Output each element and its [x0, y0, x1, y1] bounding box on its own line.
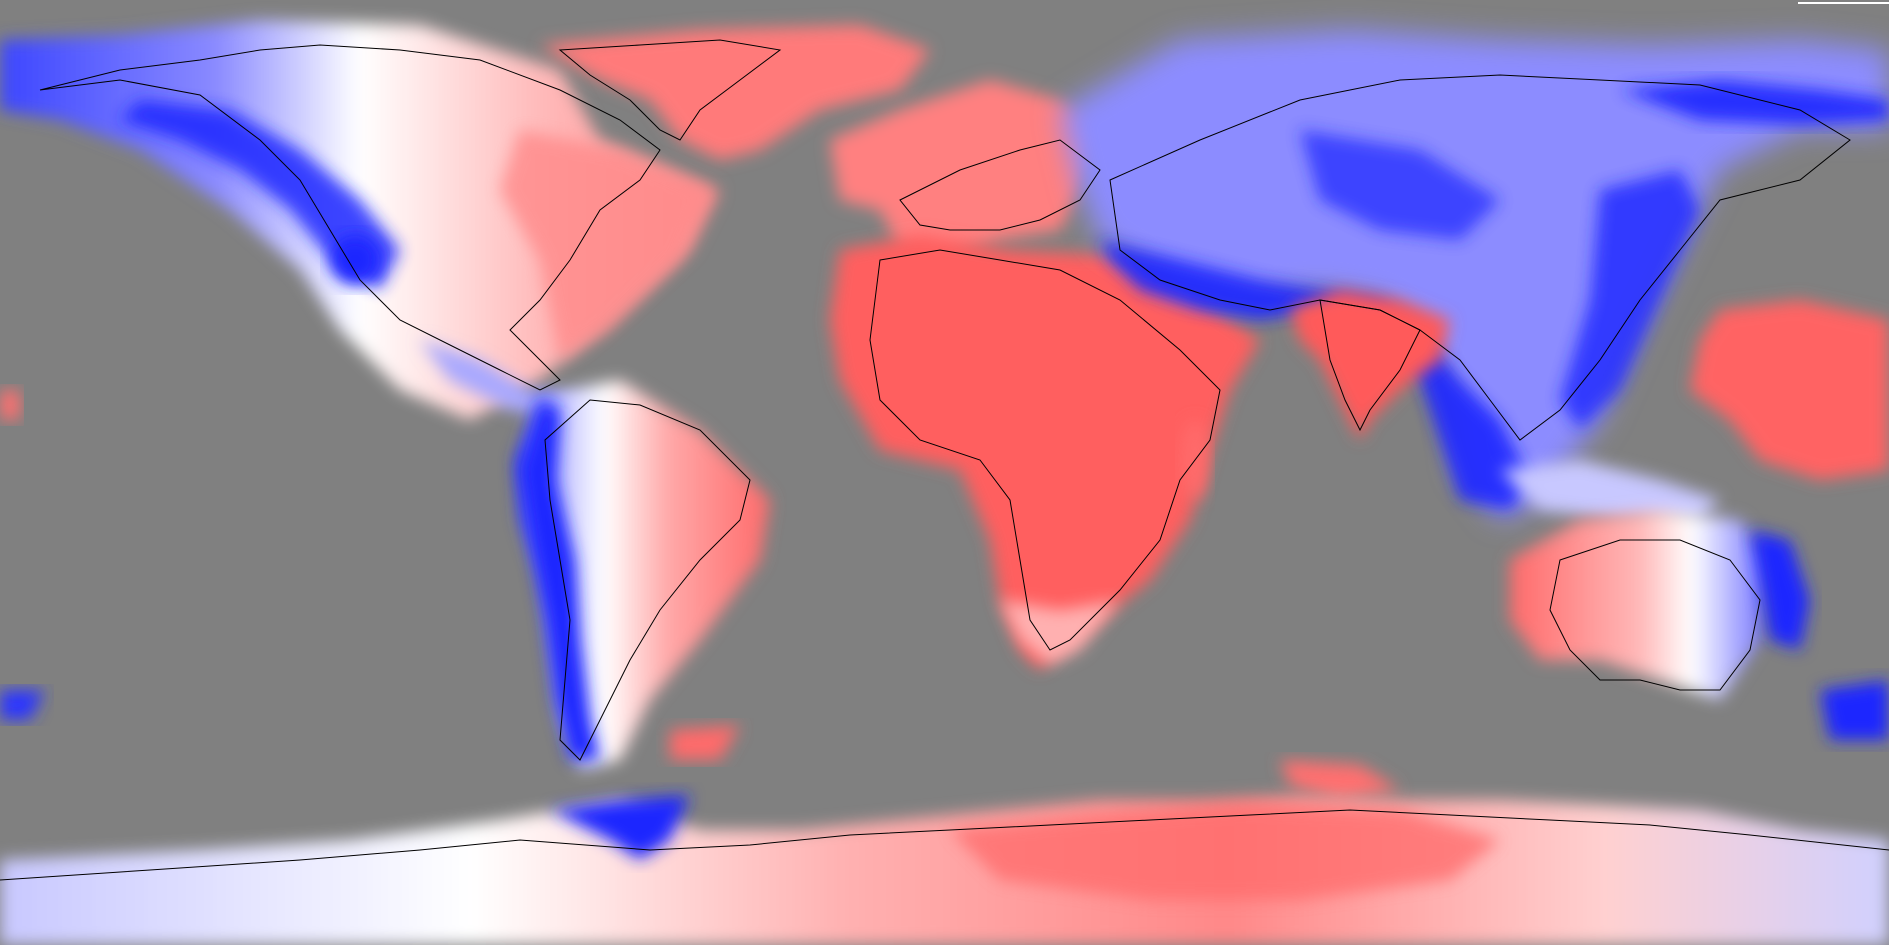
africa-field [830, 235, 1260, 670]
small-patch-south [1280, 760, 1400, 800]
europe-field [830, 80, 1100, 260]
small-patch-west [0, 690, 45, 720]
antarctica-field [0, 795, 1889, 945]
india-field [1290, 290, 1450, 440]
pacific-field [1690, 300, 1889, 480]
north-america-field [0, 20, 720, 420]
asia-field [1060, 30, 1889, 520]
australia-field [1510, 510, 1889, 740]
greenland-field [540, 25, 930, 160]
indonesia-field [1500, 460, 1720, 520]
small-patch-west-red [0, 390, 20, 420]
coastlines [0, 39, 1889, 881]
south-america-field [515, 380, 770, 770]
